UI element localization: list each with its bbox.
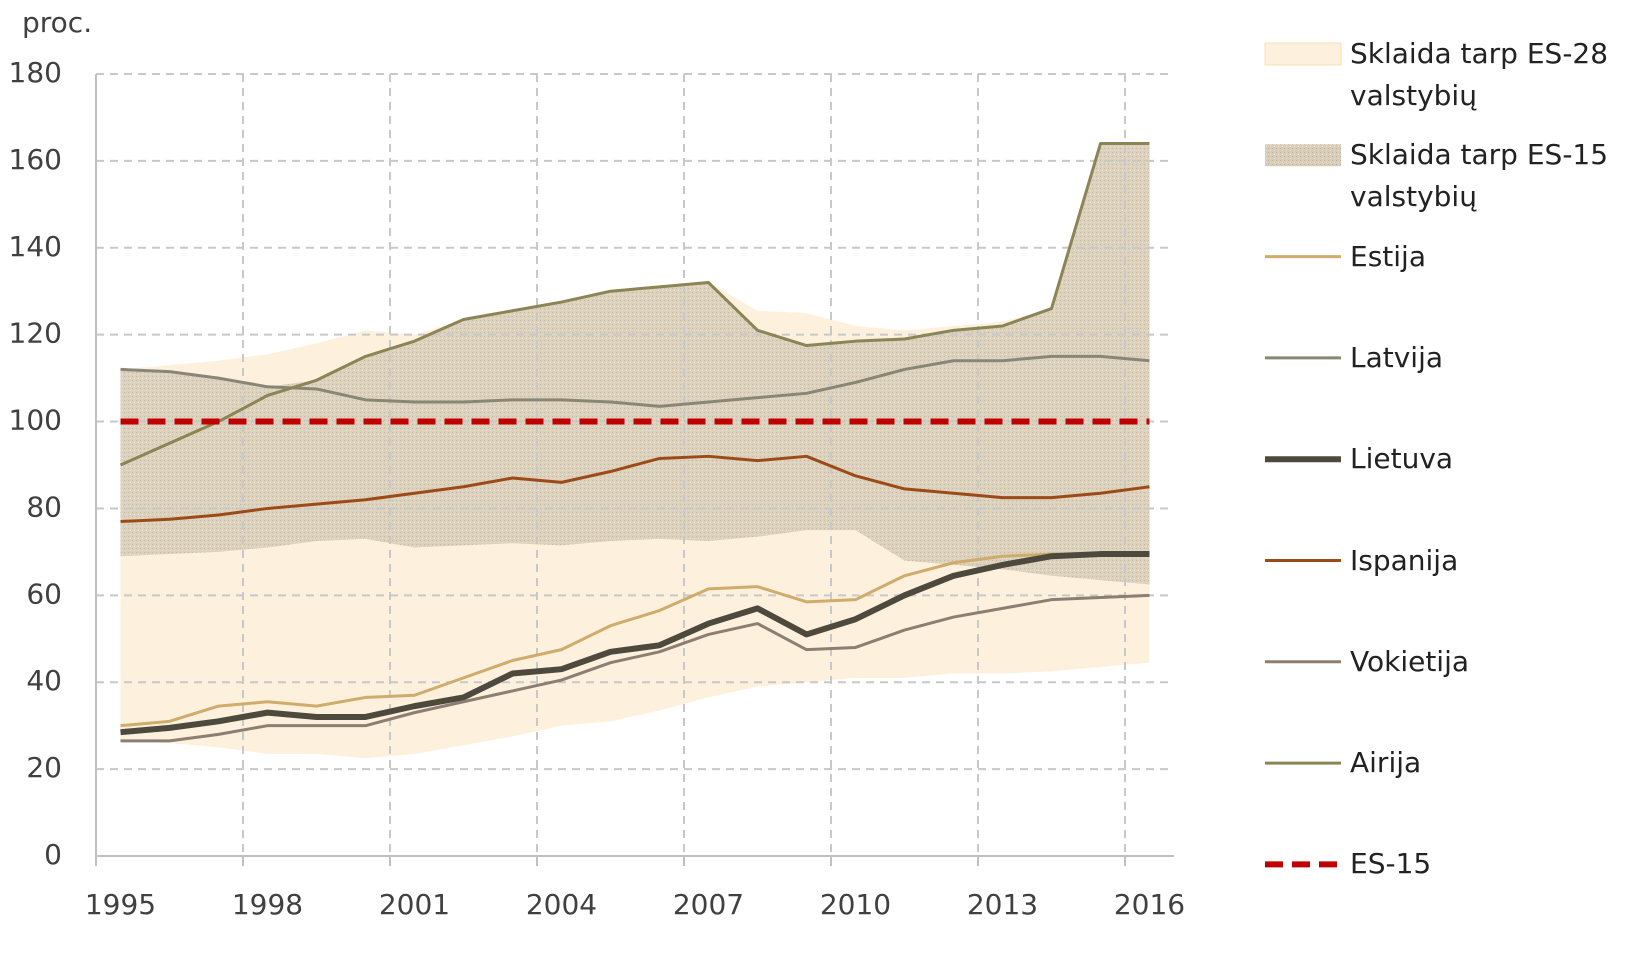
series-line xyxy=(120,454,1150,523)
y-tick-label: 140 xyxy=(9,230,62,263)
y-tick-label: 100 xyxy=(9,404,62,437)
legend-label: Estija xyxy=(1350,239,1426,273)
y-tick-label: 80 xyxy=(26,490,62,523)
legend-label: Airija xyxy=(1350,746,1422,780)
y-tick-label: 40 xyxy=(26,664,62,697)
x-tick-label: 1998 xyxy=(232,888,303,921)
x-tick-label: 2010 xyxy=(820,888,891,921)
legend-label: ES-15 xyxy=(1350,847,1432,881)
x-tick-label: 1995 xyxy=(85,888,156,921)
y-tick-label: 60 xyxy=(26,577,62,610)
series-line xyxy=(120,593,1150,743)
y-tick-label: 0 xyxy=(44,838,62,871)
y-axis-label: proc. xyxy=(22,6,92,39)
x-tick-label: 2016 xyxy=(1114,888,1185,921)
x-tick-label: 2007 xyxy=(673,888,744,921)
y-tick-label: 20 xyxy=(26,751,62,784)
legend-label: Lietuva xyxy=(1350,442,1454,476)
y-tick-label: 180 xyxy=(9,56,62,89)
legend-swatch xyxy=(1265,144,1341,167)
legend-label: Latvija xyxy=(1350,340,1444,374)
x-tick-label: 2013 xyxy=(967,888,1038,921)
legend-label: Ispanija xyxy=(1350,543,1459,577)
range-band xyxy=(120,143,1150,585)
legend-label: Sklaida tarp ES-28 valstybių xyxy=(1350,37,1609,112)
x-tick-label: 2004 xyxy=(526,888,597,921)
y-tick-label: 120 xyxy=(9,317,62,350)
series-line xyxy=(120,551,1150,736)
series-line xyxy=(119,142,1150,467)
legend-swatch xyxy=(1264,42,1342,66)
legend-label: Vokietija xyxy=(1350,644,1470,678)
series-line xyxy=(120,552,1150,728)
legend-label: Sklaida tarp ES-15 valstybių xyxy=(1350,138,1609,214)
x-tick-label: 2001 xyxy=(379,888,450,921)
y-tick-label: 160 xyxy=(9,143,62,176)
